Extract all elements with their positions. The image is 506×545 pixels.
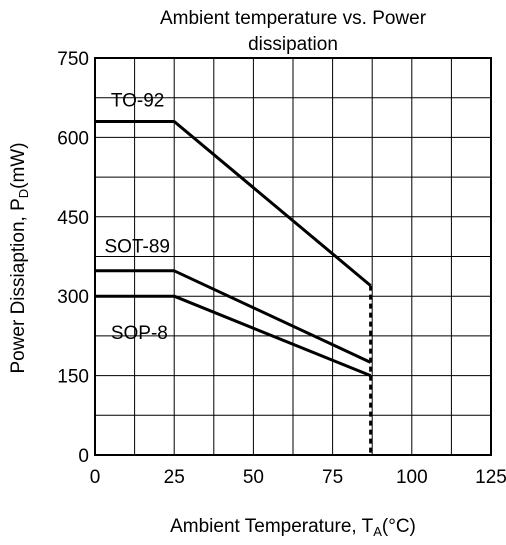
chart-title-line2: dissipation	[248, 34, 338, 55]
y-tick-label: 450	[57, 208, 89, 229]
y-axis-label: Power Dissiaption, PD(mW)	[8, 142, 31, 373]
series-lines	[95, 120, 373, 455]
x-tick-label: 25	[164, 467, 185, 488]
x-tick-label: 0	[90, 467, 101, 488]
tick-labels: 0 25 50 75 100 125 0 150 300 450 600 750	[57, 49, 506, 488]
x-tick-label: 125	[475, 467, 506, 488]
x-tick-label: 75	[322, 467, 343, 488]
plot-frame	[94, 57, 492, 456]
x-axis-label: Ambient Temperature, TA(°C)	[170, 516, 416, 539]
x-tick-label: 50	[243, 467, 264, 488]
x-tick-label: 100	[396, 467, 428, 488]
series-line-to-92	[95, 120, 372, 287]
series-line-sop-8	[95, 294, 372, 377]
series-label-sot-89: SOT-89	[105, 236, 170, 257]
series-label-to-92: TO-92	[111, 90, 165, 111]
y-tick-label: 750	[57, 49, 89, 70]
series-line-sot-89	[95, 269, 372, 364]
chart-title-line1: Ambient temperature vs. Power	[160, 8, 427, 29]
series-labels: TO-92 SOT-89 SOP-8	[105, 90, 170, 344]
y-tick-label: 300	[57, 287, 89, 308]
y-tick-label: 600	[57, 128, 89, 149]
y-tick-label: 150	[57, 367, 89, 388]
y-tick-label: 0	[78, 446, 89, 467]
series-label-sop-8: SOP-8	[111, 323, 168, 344]
grid	[94, 57, 492, 456]
